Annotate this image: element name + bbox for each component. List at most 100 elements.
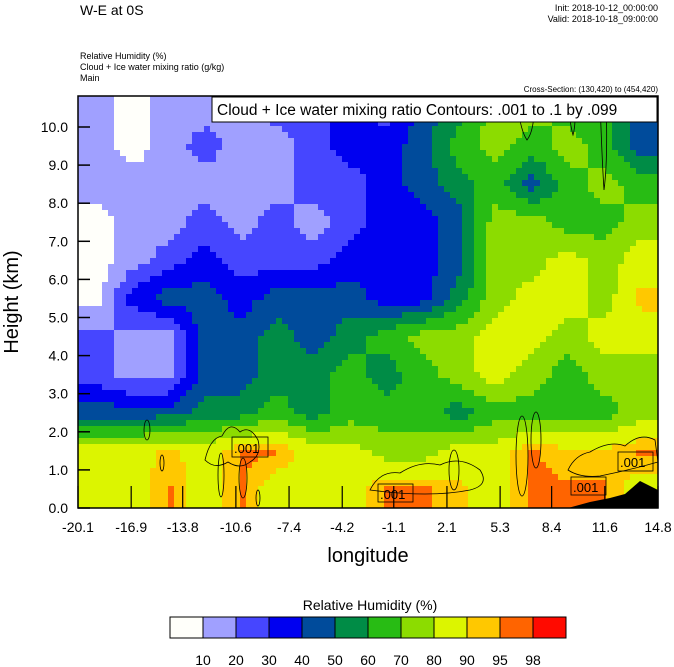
rh-cell <box>414 300 421 307</box>
rh-cell <box>456 120 463 127</box>
rh-cell <box>84 252 91 259</box>
rh-cell <box>534 318 541 325</box>
rh-cell <box>372 186 379 193</box>
rh-cell <box>252 378 259 385</box>
rh-cell <box>468 156 475 163</box>
rh-cell <box>348 222 355 229</box>
rh-cell <box>216 228 223 235</box>
rh-cell <box>168 402 175 409</box>
rh-cell <box>138 258 145 265</box>
rh-cell <box>228 210 235 217</box>
field-label-cloud: Cloud + Ice water mixing ratio (g/kg) <box>80 62 224 72</box>
rh-cell <box>312 264 319 271</box>
rh-cell <box>342 186 349 193</box>
rh-cell <box>600 282 607 289</box>
rh-cell <box>318 222 325 229</box>
rh-cell <box>588 246 595 253</box>
rh-cell <box>174 204 181 211</box>
rh-cell <box>228 354 235 361</box>
rh-cell <box>480 210 487 217</box>
rh-cell <box>444 342 451 349</box>
rh-cell <box>504 138 511 145</box>
rh-cell <box>258 120 265 127</box>
rh-cell <box>180 306 187 313</box>
rh-cell <box>84 216 91 223</box>
rh-cell <box>210 246 217 253</box>
rh-cell <box>462 246 469 253</box>
rh-cell <box>540 216 547 223</box>
rh-cell <box>348 144 355 151</box>
rh-cell <box>150 276 157 283</box>
rh-cell <box>498 288 505 295</box>
rh-cell <box>162 204 169 211</box>
rh-cell <box>192 312 199 319</box>
rh-cell <box>78 114 85 121</box>
rh-cell <box>162 300 169 307</box>
rh-cell <box>168 102 175 109</box>
rh-cell <box>96 144 103 151</box>
rh-cell <box>246 210 253 217</box>
rh-cell <box>402 324 409 331</box>
rh-cell <box>150 342 157 349</box>
rh-cell <box>258 384 265 391</box>
rh-cell <box>414 126 421 133</box>
rh-cell <box>312 162 319 169</box>
rh-cell <box>552 168 559 175</box>
rh-cell <box>174 192 181 199</box>
rh-cell <box>354 318 361 325</box>
rh-cell <box>300 234 307 241</box>
rh-cell <box>504 240 511 247</box>
rh-cell <box>276 300 283 307</box>
rh-cell <box>186 288 193 295</box>
rh-cell <box>528 318 535 325</box>
rh-cell <box>510 366 517 373</box>
rh-cell <box>288 156 295 163</box>
rh-cell <box>606 276 613 283</box>
rh-cell <box>114 150 121 157</box>
rh-cell <box>642 210 649 217</box>
rh-cell <box>246 246 253 253</box>
rh-cell <box>294 306 301 313</box>
rh-cell <box>228 258 235 265</box>
rh-cell <box>318 246 325 253</box>
rh-cell <box>276 240 283 247</box>
rh-cell <box>144 138 151 145</box>
rh-cell <box>108 252 115 259</box>
rh-cell <box>114 156 121 163</box>
rh-cell <box>378 216 385 223</box>
rh-cell <box>312 312 319 319</box>
rh-cell <box>648 198 655 205</box>
rh-cell <box>294 258 301 265</box>
rh-cell <box>540 312 547 319</box>
rh-cell <box>594 366 601 373</box>
rh-cell <box>306 156 313 163</box>
rh-cell <box>438 288 445 295</box>
rh-cell <box>348 366 355 373</box>
rh-cell <box>552 216 559 223</box>
rh-cell <box>420 198 427 205</box>
rh-cell <box>228 282 235 289</box>
rh-cell <box>408 150 415 157</box>
rh-cell <box>96 150 103 157</box>
rh-cell <box>492 360 499 367</box>
rh-cell <box>642 264 649 271</box>
rh-cell <box>150 198 157 205</box>
rh-cell <box>606 366 613 373</box>
rh-cell <box>150 366 157 373</box>
rh-cell <box>348 336 355 343</box>
rh-cell <box>576 282 583 289</box>
rh-cell <box>270 330 277 337</box>
rh-cell <box>576 240 583 247</box>
rh-cell <box>186 282 193 289</box>
rh-cell <box>564 312 571 319</box>
rh-cell <box>378 336 385 343</box>
rh-cell <box>216 144 223 151</box>
rh-cell <box>552 126 559 133</box>
rh-cell <box>228 294 235 301</box>
rh-cell <box>186 132 193 139</box>
rh-cell <box>498 150 505 157</box>
rh-cell <box>486 300 493 307</box>
rh-cell <box>588 312 595 319</box>
rh-cell <box>360 348 367 355</box>
rh-cell <box>120 324 127 331</box>
